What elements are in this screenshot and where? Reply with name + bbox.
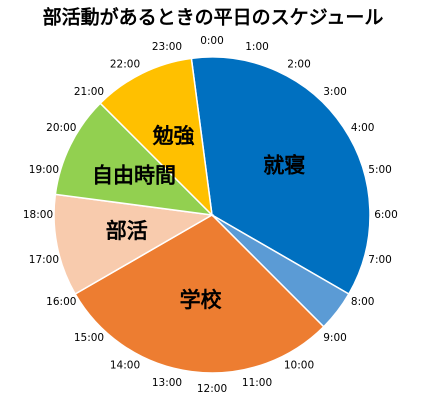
clock-label: 9:00 — [323, 332, 347, 344]
slice-label: 部活 — [106, 219, 148, 243]
clock-label: 17:00 — [29, 254, 59, 266]
clock-label: 18:00 — [23, 209, 53, 221]
chart-title: 部活動があるときの平日のスケジュール — [43, 6, 384, 29]
clock-label: 21:00 — [74, 86, 104, 98]
clock-label: 22:00 — [110, 58, 140, 70]
pie-slice — [53, 193, 215, 296]
clock-label: 0:00 — [200, 35, 224, 47]
slice-label: 勉強 — [152, 124, 195, 148]
clock-label: 7:00 — [368, 254, 392, 266]
clock-label: 5:00 — [368, 164, 392, 176]
pie-slice — [99, 57, 214, 218]
clock-label: 4:00 — [351, 122, 375, 134]
clock-label: 13:00 — [152, 377, 182, 389]
slice-label: 自由時間 — [92, 164, 176, 188]
pie-slice — [190, 56, 371, 296]
clock-label: 20:00 — [46, 122, 76, 134]
clock-label: 2:00 — [287, 58, 311, 70]
pie-slice — [54, 102, 215, 217]
clock-label: 10:00 — [284, 360, 314, 372]
clock-label: 8:00 — [351, 296, 375, 308]
pie-slice — [74, 214, 325, 374]
clock-label: 12:00 — [197, 383, 227, 395]
clock-label: 6:00 — [374, 209, 398, 221]
clock-label: 11:00 — [242, 377, 272, 389]
clock-label: 16:00 — [46, 296, 76, 308]
clock-label: 14:00 — [110, 360, 140, 372]
clock-label: 23:00 — [152, 41, 182, 53]
clock-label: 1:00 — [245, 41, 269, 53]
clock-label: 19:00 — [29, 164, 59, 176]
clock-label: 15:00 — [74, 332, 104, 344]
slice-label: 学校 — [180, 288, 223, 312]
clock-label: 3:00 — [323, 86, 347, 98]
slice-label: 就寝 — [263, 154, 305, 178]
